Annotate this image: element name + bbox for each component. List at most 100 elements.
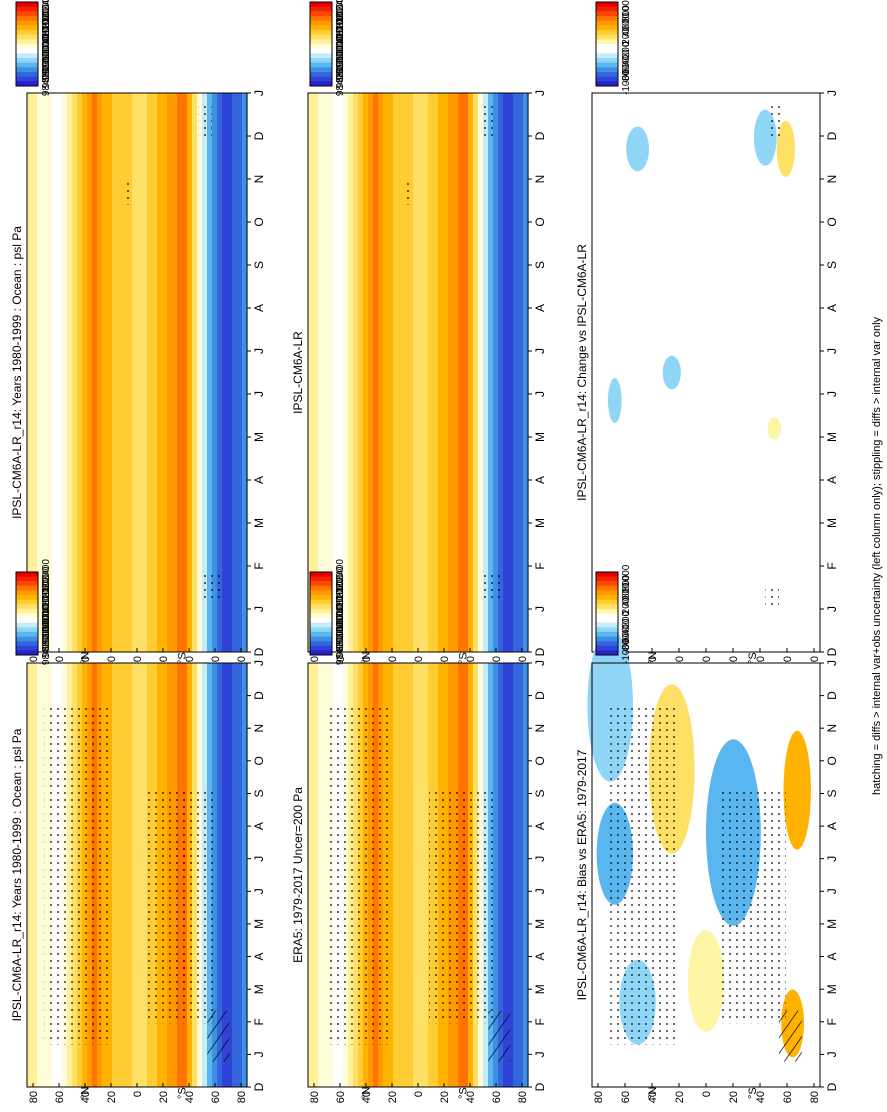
heatmap-band bbox=[72, 93, 78, 652]
heatmap-band bbox=[353, 93, 359, 652]
heatmap-band bbox=[463, 93, 469, 652]
x-tick-label: M bbox=[825, 919, 839, 929]
panel-title: IPSL-CM6A-LR bbox=[291, 331, 305, 414]
colorbar-swatch bbox=[16, 16, 38, 21]
colorbar-label: 102400 bbox=[41, 0, 52, 22]
heatmap-band bbox=[731, 93, 738, 652]
heatmap-band bbox=[659, 93, 666, 652]
heatmap-band bbox=[523, 93, 529, 652]
colorbar-swatch bbox=[310, 608, 332, 614]
x-tick-label: A bbox=[825, 304, 839, 312]
x-tick-label: S bbox=[825, 789, 839, 797]
anomaly-region bbox=[767, 417, 782, 440]
heatmap-band bbox=[142, 93, 148, 652]
heatmap-band bbox=[82, 93, 88, 652]
heatmap-band bbox=[408, 93, 414, 652]
colorbar-swatch bbox=[310, 627, 332, 633]
colorbar-swatch bbox=[596, 585, 618, 591]
x-tick-label: A bbox=[825, 476, 839, 484]
stippling bbox=[429, 790, 495, 1024]
colorbar-label: 98800 bbox=[41, 629, 52, 657]
heatmap-band bbox=[127, 663, 133, 1087]
hemisphere-label: °N bbox=[361, 652, 373, 664]
heatmap-band bbox=[408, 663, 414, 1087]
colorbar-swatch bbox=[596, 599, 618, 605]
heatmap-band bbox=[423, 93, 429, 652]
heatmap-band bbox=[783, 93, 790, 652]
x-tick-label: D bbox=[533, 1082, 547, 1091]
x-tick-label: D bbox=[533, 131, 547, 140]
x-tick-label: J bbox=[252, 856, 266, 862]
heatmap-band bbox=[794, 663, 800, 1087]
colorbar-swatch bbox=[16, 650, 38, 656]
heatmap-band bbox=[814, 93, 821, 652]
hemisphere-label: °S bbox=[457, 652, 469, 664]
colorbar-label: 100400 bbox=[41, 596, 52, 630]
colorbar-swatch bbox=[310, 34, 332, 40]
heatmap-band bbox=[227, 663, 233, 1087]
colorbar-swatch bbox=[596, 62, 618, 68]
x-tick-label: M bbox=[252, 919, 266, 929]
colorbar-swatch bbox=[16, 572, 38, 577]
heatmap-band bbox=[237, 93, 243, 652]
y-tick-label: 60 bbox=[335, 1091, 347, 1103]
stippling bbox=[325, 705, 392, 1045]
colorbar-swatch bbox=[310, 581, 332, 587]
x-tick-label: S bbox=[825, 261, 839, 269]
x-tick-label: J bbox=[533, 391, 547, 397]
hemisphere-label: °S bbox=[176, 1087, 188, 1099]
heatmap-band bbox=[503, 663, 509, 1087]
colorbar-label: 0 bbox=[621, 41, 632, 47]
stippling bbox=[769, 104, 784, 138]
heatmap-band bbox=[177, 93, 183, 652]
panel-title: IPSL-CM6A-LR_r14: Years 1980-1999 : Ocea… bbox=[10, 226, 24, 519]
x-tick-label: F bbox=[533, 1018, 547, 1025]
heatmap-band bbox=[328, 93, 334, 652]
heatmap-band bbox=[493, 663, 499, 1087]
panel-title: IPSL-CM6A-LR_r14: Change vs IPSL-CM6A-LR bbox=[575, 244, 589, 501]
heatmap-band bbox=[768, 93, 774, 652]
colorbar-swatch bbox=[596, 34, 618, 40]
colorbar-label: 100800 bbox=[41, 19, 52, 53]
heatmap-band bbox=[757, 93, 764, 652]
colorbar-swatch bbox=[310, 53, 332, 59]
colorbar-swatch bbox=[16, 39, 38, 45]
colorbar-swatch bbox=[310, 6, 332, 12]
heatmap-band bbox=[358, 93, 364, 652]
colorbar-label: 99600 bbox=[41, 614, 52, 642]
heatmap-band bbox=[363, 93, 369, 652]
colorbar-swatch bbox=[596, 6, 618, 12]
y-tick-label: 40 bbox=[647, 1091, 659, 1103]
y-tick-label: 0 bbox=[701, 656, 713, 662]
colorbar-label: 100400 bbox=[335, 27, 346, 61]
colorbar-swatch bbox=[596, 645, 618, 651]
x-tick-label: O bbox=[533, 756, 547, 765]
x-tick-label: A bbox=[252, 952, 266, 960]
x-tick-label: O bbox=[825, 217, 839, 226]
colorbar-swatch bbox=[16, 604, 38, 610]
heatmap-band bbox=[308, 93, 314, 652]
heatmap-band bbox=[783, 663, 790, 1087]
x-tick-label: J bbox=[825, 348, 839, 354]
heatmap-band bbox=[122, 93, 128, 652]
heatmap-band bbox=[222, 93, 228, 652]
stippling bbox=[610, 705, 679, 1045]
heatmap-band bbox=[338, 93, 344, 652]
heatmap-band bbox=[809, 93, 816, 652]
heatmap-band bbox=[162, 93, 168, 652]
heatmap-band bbox=[711, 93, 717, 652]
panel-title: ERA5: 1979-2017 Uncer=200 Pa bbox=[291, 787, 305, 963]
stippling bbox=[148, 790, 214, 1024]
heatmap-band bbox=[187, 93, 193, 652]
heatmap-band bbox=[788, 93, 795, 652]
x-tick-label: M bbox=[533, 919, 547, 929]
y-tick-label: 20 bbox=[387, 1091, 399, 1103]
heatmap-band bbox=[617, 93, 624, 652]
colorbar-label: 98400 bbox=[41, 637, 52, 665]
colorbar-label: 100400 bbox=[335, 596, 346, 630]
heatmap-band bbox=[418, 663, 424, 1087]
heatmap-band bbox=[212, 663, 218, 1087]
colorbar-label: 99600 bbox=[41, 45, 52, 73]
x-tick-label: M bbox=[533, 432, 547, 442]
